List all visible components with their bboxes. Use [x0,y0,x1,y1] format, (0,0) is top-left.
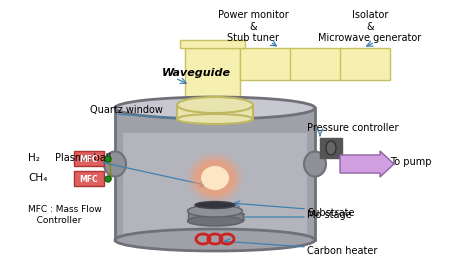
Text: H₂: H₂ [28,153,40,163]
Text: Waveguide: Waveguide [162,68,230,78]
Text: Power monitor
&
Stub tuner: Power monitor & Stub tuner [218,10,288,43]
Bar [123,133,307,235]
Text: Isolator
&
Microwave generator: Isolator & Microwave generator [319,10,422,43]
Ellipse shape [188,216,243,226]
Ellipse shape [115,97,315,119]
FancyBboxPatch shape [74,171,104,186]
Ellipse shape [195,201,235,208]
Text: Plasma ball: Plasma ball [55,153,111,163]
FancyBboxPatch shape [74,151,104,166]
Ellipse shape [177,97,253,113]
Ellipse shape [115,229,315,251]
Ellipse shape [177,114,253,124]
Ellipse shape [104,151,126,176]
Text: Substrate: Substrate [307,208,355,218]
Text: Mo stage: Mo stage [307,210,351,220]
Bar [115,108,315,240]
Bar [180,40,245,48]
Text: MFC : Mass Flow
   Controller: MFC : Mass Flow Controller [28,205,102,225]
Ellipse shape [326,141,336,155]
Text: CH₄: CH₄ [28,173,47,183]
Bar [188,213,243,221]
Bar [240,48,390,80]
FancyArrow shape [340,151,394,177]
Ellipse shape [187,153,243,203]
Text: Carbon heater: Carbon heater [307,246,378,256]
Text: MFC: MFC [80,175,98,183]
Bar [320,138,342,158]
Ellipse shape [304,151,326,176]
Ellipse shape [105,176,111,182]
Ellipse shape [201,166,229,190]
Ellipse shape [105,156,111,162]
Text: MFC: MFC [80,154,98,164]
Ellipse shape [195,160,235,196]
Bar [177,105,253,119]
Text: Pressure controller: Pressure controller [307,123,399,133]
Text: Quartz window: Quartz window [90,105,163,115]
Text: To pump: To pump [390,157,432,167]
Bar [185,48,240,105]
Ellipse shape [191,156,239,200]
Ellipse shape [188,205,243,217]
